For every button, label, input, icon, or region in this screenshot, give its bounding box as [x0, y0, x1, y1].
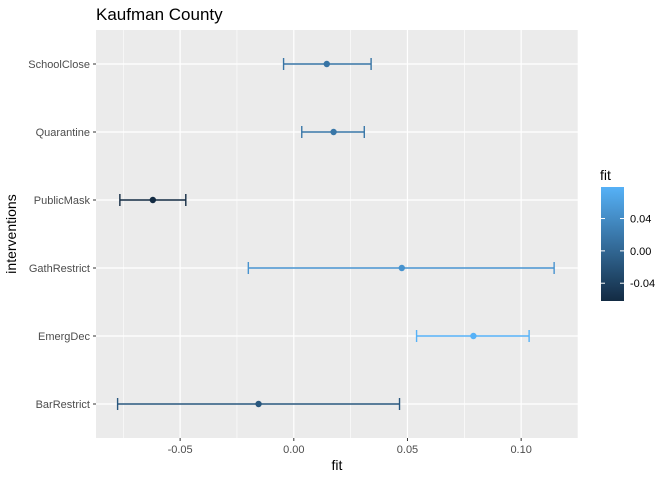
error-bars	[116, 58, 555, 410]
errorbar-publicmask	[119, 194, 187, 206]
legend-tick-label: 0.04	[630, 214, 651, 226]
plot-panel	[96, 30, 578, 438]
fit-point	[398, 264, 405, 272]
legend: fit 0.04 0.00 -0.04	[600, 167, 655, 301]
x-tick-label: 0.05	[397, 444, 418, 456]
y-tick-label: PublicMask	[34, 195, 91, 207]
x-axis: -0.05 0.00 0.05 0.10	[168, 438, 532, 456]
fit-point	[323, 60, 330, 68]
legend-title: fit	[600, 167, 611, 183]
x-tick-label: -0.05	[168, 444, 193, 456]
x-tick-label: 0.10	[510, 444, 531, 456]
errorbar-quarantine	[301, 126, 365, 138]
fit-point	[149, 196, 157, 204]
fit-point	[330, 128, 337, 136]
legend-tick-label: 0.00	[630, 246, 651, 258]
y-tick-label: BarRestrict	[36, 399, 90, 411]
errorbar-barrestrict	[116, 398, 401, 410]
fit-point	[255, 400, 262, 408]
legend-ticks: 0.04 0.00 -0.04	[601, 214, 655, 290]
y-tick-label: Quarantine	[36, 127, 90, 139]
legend-tick-label: -0.04	[630, 278, 655, 290]
chart-title: Kaufman County	[96, 5, 223, 24]
errorbar-emergdec	[415, 330, 530, 342]
fit-point	[470, 332, 477, 340]
y-axis-title: interventions	[3, 194, 19, 273]
x-axis-title: fit	[332, 457, 343, 473]
errorbar-gathrestrict	[247, 262, 555, 274]
x-tick-label: 0.00	[283, 444, 304, 456]
y-axis: SchoolClose Quarantine PublicMask GathRestr…	[28, 59, 96, 411]
y-tick-label: GathRestrict	[29, 263, 90, 275]
y-tick-label: SchoolClose	[28, 59, 90, 71]
legend-colorbar	[601, 187, 624, 301]
grid-minor	[122, 30, 579, 438]
y-tick-label: EmergDec	[38, 331, 90, 343]
errorbar-schoolclose	[282, 58, 372, 70]
